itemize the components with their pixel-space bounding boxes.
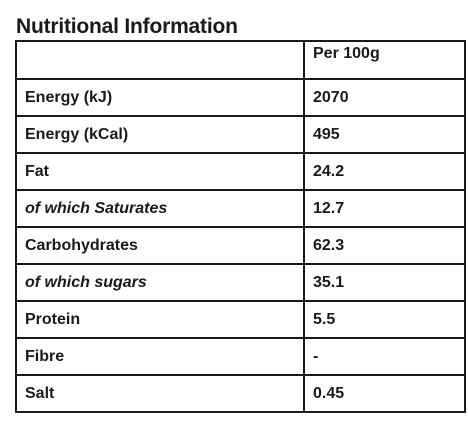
table-row: Protein 5.5 — [15, 300, 466, 339]
nutrient-label: Salt — [15, 374, 305, 413]
nutrient-label: Fibre — [15, 337, 305, 376]
table-header-row: Per 100g — [15, 40, 466, 80]
nutrition-table: Per 100g Energy (kJ) 2070 Energy (kCal) … — [15, 40, 466, 413]
page-title: Nutritional Information — [16, 15, 238, 38]
table-row: Energy (kCal) 495 — [15, 115, 466, 154]
nutrient-value: 5.5 — [303, 300, 466, 339]
nutrient-value: 495 — [303, 115, 466, 154]
table-row: of which Saturates 12.7 — [15, 189, 466, 228]
nutrient-value: 35.1 — [303, 263, 466, 302]
table-row: Carbohydrates 62.3 — [15, 226, 466, 265]
table-row: Fibre - — [15, 337, 466, 376]
table-row: Salt 0.45 — [15, 374, 466, 413]
nutrient-value: 62.3 — [303, 226, 466, 265]
nutrient-label: Energy (kCal) — [15, 115, 305, 154]
nutrient-label: of which sugars — [15, 263, 305, 302]
table-row: Energy (kJ) 2070 — [15, 78, 466, 117]
nutrient-label: Protein — [15, 300, 305, 339]
header-cell-per-100g: Per 100g — [303, 40, 466, 80]
nutrient-value: 12.7 — [303, 189, 466, 228]
nutrient-value: 24.2 — [303, 152, 466, 191]
nutrient-value: - — [303, 337, 466, 376]
table-row: Fat 24.2 — [15, 152, 466, 191]
header-cell-nutrient — [15, 40, 305, 80]
nutrient-label: Fat — [15, 152, 305, 191]
nutrient-label: Energy (kJ) — [15, 78, 305, 117]
nutrient-value: 0.45 — [303, 374, 466, 413]
nutrient-label: Carbohydrates — [15, 226, 305, 265]
nutrient-label: of which Saturates — [15, 189, 305, 228]
table-row: of which sugars 35.1 — [15, 263, 466, 302]
nutrient-value: 2070 — [303, 78, 466, 117]
